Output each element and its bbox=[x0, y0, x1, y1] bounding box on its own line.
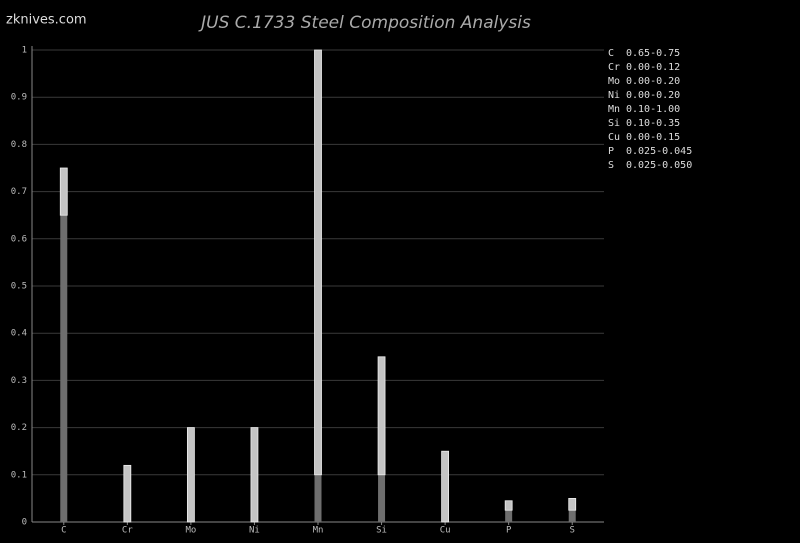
site-watermark: zknives.com bbox=[6, 13, 87, 28]
legend-element: Si bbox=[608, 118, 620, 129]
y-tick-label: 0.5 bbox=[11, 282, 27, 292]
x-tick-label: Mn bbox=[313, 526, 324, 536]
bar-range bbox=[250, 427, 259, 523]
x-tick-label: C bbox=[61, 526, 66, 536]
chart-title: JUS C.1733 Steel Composition Analysis bbox=[198, 13, 531, 33]
legend-range: 0.00-0.20 bbox=[626, 76, 680, 87]
y-tick-label: 1 bbox=[22, 46, 27, 56]
legend-range: 0.10-0.35 bbox=[626, 118, 680, 129]
x-tick-label: S bbox=[570, 526, 575, 536]
legend-range: 0.00-0.15 bbox=[626, 132, 680, 143]
bar-range bbox=[123, 464, 132, 523]
bar-range bbox=[504, 500, 513, 511]
legend-element: S bbox=[608, 160, 614, 171]
bar-min bbox=[378, 474, 386, 522]
legend-range: 0.00-0.20 bbox=[626, 90, 680, 101]
y-tick-label: 0.1 bbox=[11, 470, 27, 480]
y-tick-label: 0.2 bbox=[11, 423, 27, 433]
x-tick-label: Si bbox=[376, 526, 387, 536]
bar-range bbox=[377, 356, 386, 476]
legend-element: Mn bbox=[608, 104, 620, 115]
legend-range: 0.00-0.12 bbox=[626, 62, 680, 73]
legend-element: Ni bbox=[608, 90, 620, 101]
legend-range: 0.65-0.75 bbox=[626, 48, 680, 59]
legend-element: Cu bbox=[608, 132, 620, 143]
legend-range: 0.025-0.050 bbox=[626, 160, 692, 171]
x-tick-label: Cr bbox=[122, 526, 133, 536]
y-tick-label: 0.4 bbox=[11, 329, 27, 339]
legend-range: 0.10-1.00 bbox=[626, 104, 680, 115]
bar-min bbox=[568, 510, 576, 522]
y-tick-label: 0.9 bbox=[11, 93, 27, 103]
x-tick-label: Ni bbox=[249, 526, 260, 536]
legend-element: C bbox=[608, 48, 614, 59]
bar-range bbox=[59, 167, 68, 216]
y-tick-label: 0.8 bbox=[11, 140, 27, 150]
x-tick-label: P bbox=[506, 526, 512, 536]
bar-range bbox=[441, 450, 450, 523]
y-tick-label: 0.7 bbox=[11, 187, 27, 197]
bar-min bbox=[505, 510, 513, 522]
y-tick-label: 0.6 bbox=[11, 234, 27, 244]
legend-element: P bbox=[608, 146, 614, 157]
x-tick-label: Cu bbox=[440, 526, 451, 536]
bar-range bbox=[186, 427, 195, 523]
x-tick-label: Mo bbox=[185, 526, 196, 536]
bar-range bbox=[568, 497, 577, 511]
bar-range bbox=[314, 49, 322, 476]
y-tick-label: 0 bbox=[22, 518, 27, 528]
legend-range: 0.025-0.045 bbox=[626, 146, 692, 157]
legend-element: Mo bbox=[608, 76, 620, 87]
bar-min bbox=[314, 474, 322, 522]
legend-element: Cr bbox=[608, 62, 620, 73]
bar-min bbox=[60, 215, 68, 522]
y-tick-label: 0.3 bbox=[11, 376, 27, 386]
